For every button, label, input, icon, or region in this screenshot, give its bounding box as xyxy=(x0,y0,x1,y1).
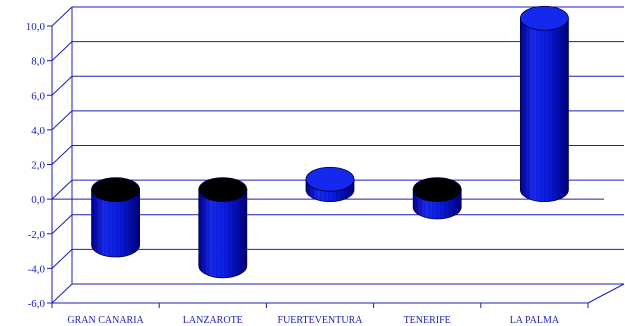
floor-right-edge xyxy=(587,283,625,304)
side-wall-line xyxy=(51,214,73,235)
y-tick-label: -6,0 xyxy=(28,298,46,310)
side-wall-line xyxy=(51,145,73,165)
y-tick-label: 2,0 xyxy=(31,160,45,172)
y-tick-label: 8,0 xyxy=(31,56,45,68)
y-tick-label: 6,0 xyxy=(31,90,45,102)
category-label: TENERIFE xyxy=(404,315,451,326)
y-tick-label: 10,0 xyxy=(26,21,46,33)
category-label: LANZAROTE xyxy=(183,315,243,326)
side-wall-line xyxy=(51,110,73,131)
side-wall-line xyxy=(51,41,73,61)
side-wall-line xyxy=(51,249,73,269)
y-tick-labels: -6,0 -4,0 -2,0 0,0 2,0 4,0 6,0 8,0 10,0 xyxy=(26,21,46,310)
category-labels: GRAN CANARIA LANZAROTE FUERTEVENTURA TENERI… xyxy=(67,315,559,326)
bar-fuerteventura xyxy=(305,166,355,202)
y-tick-label: -4,0 xyxy=(28,263,46,275)
bar-la-palma xyxy=(520,5,569,202)
bar-tenerife xyxy=(412,177,462,220)
bars xyxy=(91,5,569,279)
side-wall-line xyxy=(51,283,73,304)
side-wall-line xyxy=(51,6,73,27)
y-tick-label: -2,0 xyxy=(28,229,46,241)
category-label: FUERTEVENTURA xyxy=(278,315,364,326)
y-tick-label: 0,0 xyxy=(31,194,45,206)
side-wall-line xyxy=(51,75,73,96)
side-wall-line xyxy=(51,179,73,200)
category-label: LA PALMA xyxy=(510,315,560,326)
bar-lanzarote xyxy=(198,177,248,279)
y-tick-label: 4,0 xyxy=(31,125,45,137)
category-label: GRAN CANARIA xyxy=(67,315,144,326)
bar-gran-canaria xyxy=(91,177,140,258)
